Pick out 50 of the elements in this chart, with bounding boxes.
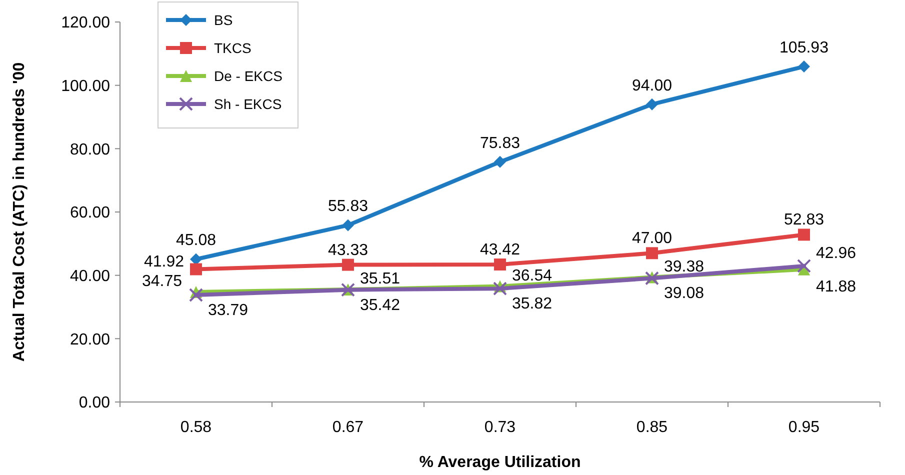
data-label: 94.00 — [632, 77, 672, 94]
data-label: 35.42 — [360, 296, 400, 314]
point — [189, 288, 203, 302]
data-label: 43.33 — [328, 242, 368, 259]
y-tick-label: 80.00 — [70, 141, 110, 158]
point — [798, 228, 810, 241]
data-label: 43.42 — [480, 242, 520, 259]
point — [190, 263, 202, 276]
point — [797, 258, 811, 273]
data-label: 45.08 — [176, 232, 216, 250]
legend-label: De - EKCS — [214, 68, 282, 84]
x-tick-label: 0.95 — [788, 419, 820, 436]
x-axis-title: % Average Utilization — [419, 454, 581, 471]
data-label: 39.38 — [664, 258, 704, 276]
y-tick-label: 60.00 — [70, 204, 110, 222]
x-tick-label: 0.73 — [484, 419, 516, 436]
point — [494, 258, 506, 271]
data-label: 47.00 — [632, 230, 672, 248]
y-tick-label: 20.00 — [70, 331, 110, 348]
data-label: 33.79 — [208, 302, 248, 319]
data-label: 34.75 — [142, 272, 182, 290]
y-tick-label: 100.00 — [61, 78, 110, 95]
data-label: 42.96 — [816, 244, 856, 262]
point — [342, 258, 354, 271]
x-tick-label: 0.67 — [332, 419, 364, 436]
x-tick-label: 0.85 — [636, 419, 668, 436]
point — [342, 219, 354, 232]
point — [798, 60, 810, 73]
data-label: 35.51 — [360, 270, 400, 288]
data-label: 41.92 — [144, 253, 184, 270]
point — [494, 156, 506, 168]
y-axis-title: Actual Total Cost (ATC) in hundreds '00 — [11, 62, 28, 362]
data-label: 75.83 — [480, 134, 520, 152]
data-label: 55.83 — [328, 198, 368, 216]
point — [493, 282, 507, 296]
point — [646, 247, 658, 260]
y-tick-label: 0.00 — [78, 394, 110, 412]
x-tick-label: 0.58 — [180, 419, 212, 436]
y-tick-label: 40.00 — [70, 268, 110, 285]
data-label: 52.83 — [784, 212, 824, 229]
legend-label: BS — [214, 12, 233, 28]
legend-label: Sh - EKCS — [214, 96, 282, 112]
data-label: 41.88 — [816, 278, 856, 296]
data-label: 36.54 — [512, 267, 552, 284]
y-tick-label: 120.00 — [61, 14, 110, 32]
legend-label: TKCS — [214, 40, 252, 56]
data-label: 105.93 — [780, 40, 829, 57]
point — [646, 98, 658, 110]
data-label: 39.08 — [664, 285, 704, 302]
data-label: 35.82 — [512, 296, 552, 313]
